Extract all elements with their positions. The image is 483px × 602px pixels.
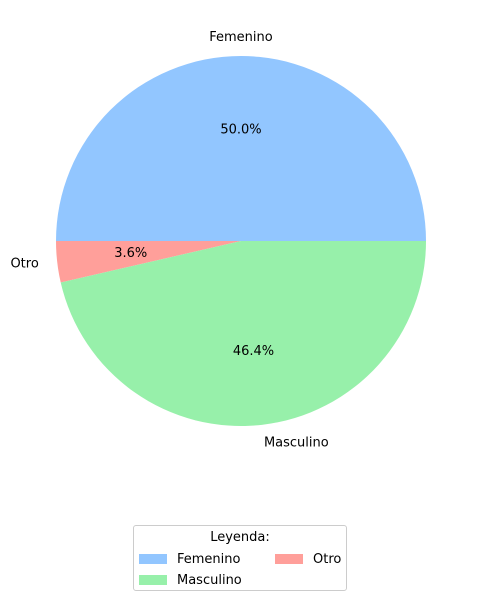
legend-swatch-otro <box>275 554 303 564</box>
pie-slice-masculino <box>60 241 427 427</box>
pie-chart: 50.0% Femenino 3.6% Otro 46.4% Masculino <box>10 30 427 451</box>
category-label-masculino: Masculino <box>264 436 329 451</box>
legend-item-otro: Otro <box>275 550 341 568</box>
pie-slice-femenino <box>56 56 426 241</box>
pct-label-femenino: 50.0% <box>220 123 261 138</box>
legend-label-femenino: Femenino <box>177 551 241 567</box>
legend-label-masculino: Masculino <box>177 572 242 588</box>
pct-label-otro: 3.6% <box>114 246 147 261</box>
legend-item-femenino: Femenino <box>139 550 240 568</box>
legend-swatch-masculino <box>139 575 167 585</box>
legend-label-otro: Otro <box>313 551 342 567</box>
category-label-otro: Otro <box>10 256 38 271</box>
pie-slice-otro <box>56 241 241 283</box>
legend: Leyenda: Femenino Otro Masculino <box>133 525 347 591</box>
pct-label-masculino: 46.4% <box>233 344 274 359</box>
category-label-femenino: Femenino <box>209 30 273 45</box>
legend-title: Leyenda: <box>210 530 270 545</box>
legend-item-masculino: Masculino <box>139 571 242 589</box>
legend-swatch-femenino <box>139 554 167 564</box>
